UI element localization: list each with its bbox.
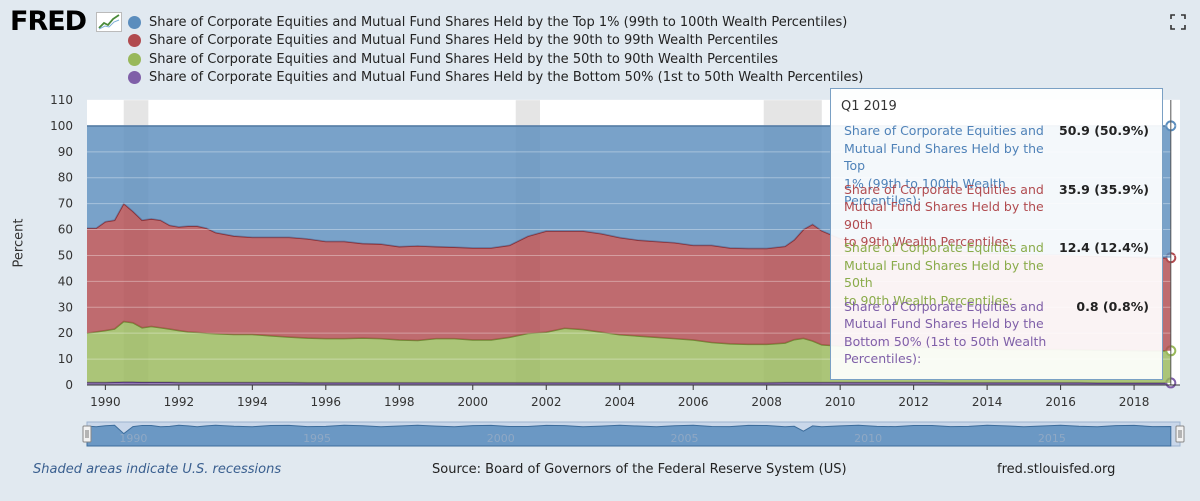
site-link[interactable]: fred.stlouisfed.org	[997, 462, 1116, 477]
y-tick-label: 0	[65, 378, 73, 392]
source-text: Source: Board of Governors of the Federa…	[432, 462, 847, 477]
legend-label: Share of Corporate Equities and Mutual F…	[149, 70, 864, 86]
tooltip-name-line: Percentiles):	[844, 351, 922, 366]
legend-item[interactable]: Share of Corporate Equities and Mutual F…	[128, 50, 863, 69]
legend-label: Share of Corporate Equities and Mutual F…	[149, 14, 848, 30]
y-tick-label: 20	[58, 326, 73, 340]
tooltip-row: Share of Corporate Equities and Mutual Fu…	[844, 239, 1149, 309]
tooltip-series-name: Share of Corporate Equities and Mutual Fu…	[844, 239, 1064, 309]
tooltip-name-line: Share of Corporate Equities and	[844, 298, 1044, 314]
navigator-handle[interactable]	[1175, 425, 1185, 443]
x-tick-label: 2010	[825, 395, 856, 409]
tooltip-series-name: Share of Corporate Equities and Mutual Fu…	[844, 181, 1064, 251]
tooltip-name-line: Mutual Fund Shares Held by the	[844, 316, 1044, 331]
fred-logo[interactable]: FRED	[10, 6, 87, 37]
x-tick-label: 1990	[90, 395, 121, 409]
trend-line-icon	[96, 12, 122, 32]
tooltip-row: Share of Corporate Equities and Mutual Fu…	[844, 181, 1149, 251]
tooltip-series-name: Share of Corporate Equities and Mutual Fu…	[844, 122, 1064, 210]
navigator-tick-label: 1990	[119, 432, 147, 445]
x-tick-label: 2012	[898, 395, 929, 409]
navigator-tick-label: 2010	[854, 432, 882, 445]
navigator-series	[86, 424, 1172, 447]
tooltip-name-line: Bottom 50% (1st to 50th Wealth	[844, 333, 1047, 349]
navigator-tick-label: 2005	[670, 432, 698, 445]
y-tick-label: 110	[50, 93, 73, 107]
tooltip-name-line: Mutual Fund Shares Held by the 50th	[844, 257, 1044, 291]
x-tick-label: 2018	[1119, 395, 1150, 409]
tooltip-name-line: Share of Corporate Equities and	[844, 240, 1044, 255]
y-tick-label: 90	[58, 145, 73, 159]
x-tick-label: 2006	[678, 395, 709, 409]
tooltip-name-line: Mutual Fund Shares Held by the Top	[844, 140, 1044, 174]
hover-tooltip: Q1 2019 Share of Corporate Equities and M…	[830, 88, 1163, 380]
legend-item[interactable]: Share of Corporate Equities and Mutual F…	[128, 69, 863, 88]
y-tick-label: 100	[50, 119, 73, 133]
y-tick-label: 50	[58, 248, 73, 262]
navigator-tick-label: 2000	[487, 432, 515, 445]
legend-label: Share of Corporate Equities and Mutual F…	[149, 51, 779, 67]
x-tick-label: 1998	[384, 395, 415, 409]
legend-label: Share of Corporate Equities and Mutual F…	[149, 33, 779, 49]
tooltip-name-line: to 99th Wealth Percentiles:	[844, 234, 1013, 249]
tooltip-row: Share of Corporate Equities and Mutual Fu…	[844, 298, 1149, 368]
navigator-tick-label: 1995	[303, 432, 331, 445]
legend-item[interactable]: Share of Corporate Equities and Mutual F…	[128, 32, 863, 51]
legend-swatch	[128, 34, 141, 48]
y-tick-label: 30	[58, 300, 73, 314]
x-tick-label: 2016	[1045, 395, 1076, 409]
tooltip-name-line: to 90th Wealth Percentiles:	[844, 292, 1013, 308]
x-tick-label: 1992	[164, 395, 195, 409]
y-tick-label: 70	[58, 197, 73, 211]
tooltip-value: 12.4 (12.4%)	[1059, 240, 1149, 255]
x-tick-label: 1994	[237, 395, 268, 409]
x-tick-label: 2000	[457, 395, 488, 409]
tooltip-name-line: Share of Corporate Equities and	[844, 181, 1044, 197]
y-tick-label: 10	[58, 352, 73, 366]
legend-swatch	[128, 15, 141, 29]
x-tick-label: 1996	[311, 395, 342, 409]
y-tick-label: 80	[58, 171, 73, 185]
fullscreen-icon[interactable]	[1170, 14, 1186, 30]
tooltip-name-line: 1% (99th to 100th Wealth Percentiles):	[844, 175, 1006, 209]
tooltip-series-name: Share of Corporate Equities and Mutual Fu…	[844, 298, 1064, 368]
y-tick-label: 60	[58, 223, 73, 237]
x-tick-label: 2008	[751, 395, 782, 409]
navigator-tick-label: 2015	[1038, 432, 1066, 445]
x-tick-label: 2002	[531, 395, 562, 409]
tooltip-heading: Q1 2019	[841, 99, 897, 114]
x-tick-label: 2014	[972, 395, 1003, 409]
tooltip-row: Share of Corporate Equities and Mutual Fu…	[844, 122, 1149, 210]
recession-note: Shaded areas indicate U.S. recessions	[33, 462, 282, 477]
navigator-handle[interactable]	[82, 425, 92, 443]
tooltip-value: 0.8 (0.8%)	[1076, 298, 1149, 314]
legend-item[interactable]: Share of Corporate Equities and Mutual F…	[128, 13, 863, 32]
tooltip-name-line: Share of Corporate Equities and	[844, 123, 1044, 138]
legend-swatch	[128, 52, 141, 66]
y-tick-label: 40	[58, 274, 73, 288]
tooltip-value: 50.9 (50.9%)	[1059, 123, 1149, 138]
tooltip-value: 35.9 (35.9%)	[1059, 181, 1149, 197]
legend-swatch	[128, 71, 141, 85]
x-tick-label: 2004	[604, 395, 635, 409]
tooltip-name-line: Mutual Fund Shares Held by the 90th	[844, 199, 1044, 232]
chart-legend: Share of Corporate Equities and Mutual F…	[128, 13, 863, 87]
